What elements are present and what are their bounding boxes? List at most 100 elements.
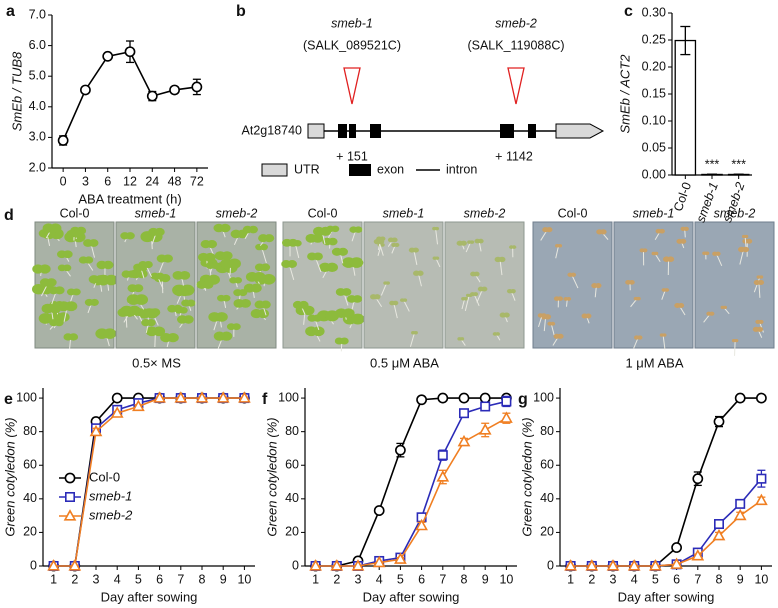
seedling (715, 251, 721, 256)
seedling (412, 247, 419, 253)
seedling (319, 226, 332, 236)
photo (444, 221, 525, 349)
seedling (709, 311, 715, 316)
position-label: + 151 (336, 149, 368, 163)
series-line (570, 499, 762, 567)
marker (712, 528, 726, 541)
seedling (600, 229, 607, 235)
column-label: Col-0 (60, 206, 90, 220)
y-tick-label: 0.10 (642, 113, 666, 127)
marker (373, 505, 385, 516)
marker (110, 406, 124, 418)
seedling (46, 278, 57, 287)
allele-name: smeb-1 (331, 16, 373, 30)
panel-letter: g (518, 391, 528, 408)
exon (528, 124, 536, 138)
marker (437, 450, 448, 461)
series-line (53, 397, 245, 567)
seedling (722, 305, 728, 310)
seedling (167, 332, 179, 343)
panel-letter: c (624, 3, 633, 20)
seedling (481, 286, 488, 292)
marker (756, 392, 767, 404)
seedling (391, 237, 398, 243)
x-tick-label: 4 (114, 572, 121, 586)
seedling (550, 321, 556, 326)
x-tick-label: 10 (499, 572, 513, 586)
x-axis-label: ABA treatment (h) (78, 191, 181, 206)
y-tick-label: 40 (23, 491, 37, 505)
column-label: Col-0 (308, 206, 338, 220)
seedling (328, 237, 338, 246)
marker (458, 392, 470, 404)
gene-diagram: b smeb-1 (SALK_089521C) smeb-2 (SALK_119… (236, 3, 605, 177)
allele-name: smeb-2 (495, 16, 537, 30)
column-label: smeb-2 (216, 206, 258, 220)
seedling (473, 271, 480, 277)
x-tick-label: 10 (237, 572, 251, 586)
utr (307, 123, 325, 139)
seedling (642, 248, 648, 253)
root (473, 293, 480, 306)
marker (102, 50, 114, 62)
seedling (473, 292, 479, 297)
marker (351, 559, 365, 571)
seedling (385, 281, 390, 285)
y-tick-label: 100 (278, 390, 299, 404)
column-label: smeb-1 (383, 206, 425, 220)
seedling (342, 308, 355, 319)
seedling (352, 295, 363, 303)
y-tick-label: 0 (30, 558, 37, 572)
x-axis-label: Day after sowing (101, 589, 198, 604)
seedling (234, 277, 243, 284)
seedling (667, 256, 675, 262)
y-tick-label: 2.0 (29, 160, 46, 174)
seedling (331, 225, 340, 233)
root (464, 295, 470, 311)
seedling (595, 283, 602, 289)
seedling (704, 251, 710, 256)
marker (671, 542, 682, 553)
x-tick-label: 10 (754, 572, 768, 586)
marker (191, 81, 203, 93)
y-tick-label: 0 (292, 558, 299, 572)
seedling (260, 263, 271, 272)
seedling (434, 226, 440, 231)
seedling (54, 319, 64, 327)
seedling (677, 303, 685, 308)
root (758, 282, 761, 298)
x-tick-label: 4 (376, 572, 383, 586)
x-tick-label: 3 (82, 174, 89, 188)
seedling (683, 226, 689, 231)
error-bar (680, 25, 691, 56)
seedling (221, 251, 233, 261)
seedling (143, 261, 153, 269)
x-tick-label: 48 (168, 174, 182, 188)
seedling (758, 319, 764, 324)
root (543, 316, 547, 332)
seedling (742, 246, 750, 253)
seedling (179, 270, 191, 280)
root (461, 298, 466, 310)
condition-label: 0.5 μM ABA (370, 355, 439, 370)
x-tick-label: 2 (333, 572, 340, 586)
seedling (48, 303, 62, 314)
seedling (102, 260, 114, 270)
seedling (206, 240, 218, 249)
exon (349, 124, 356, 138)
marker (111, 392, 123, 404)
x-tick-label: 3 (355, 572, 362, 586)
seedling (337, 247, 349, 256)
seedling (253, 272, 266, 282)
marker (309, 559, 322, 571)
marker (57, 135, 69, 146)
y-tick-label: 60 (540, 458, 554, 472)
x-tick-label: 72 (190, 174, 204, 188)
seedling (238, 289, 248, 297)
exon (370, 124, 381, 138)
y-tick-label: 40 (285, 491, 299, 505)
root (403, 299, 410, 312)
root (734, 340, 736, 356)
marker (146, 90, 158, 102)
seedling (287, 238, 298, 247)
